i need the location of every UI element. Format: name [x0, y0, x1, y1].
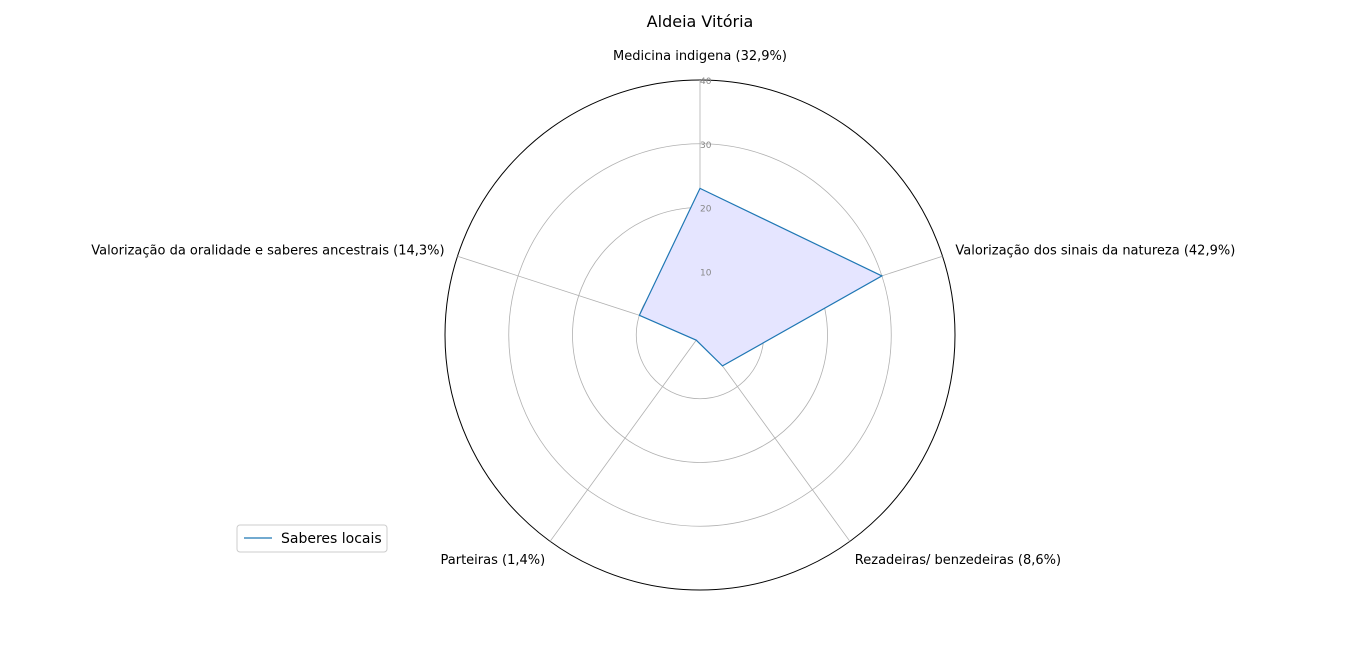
axis-spoke-2 [699, 334, 851, 542]
legend-entry-saberes-locais: Saberes locais [281, 531, 382, 547]
series-fill-0 [639, 188, 882, 366]
legend: Saberes locais [236, 524, 388, 553]
tick-labels: 10 20 30 40 [700, 77, 712, 278]
radial-tick-label-20: 20 [700, 205, 712, 215]
category-label-0: Medicina indigena (32,9%) [613, 49, 787, 64]
radial-tick-label-40: 40 [700, 77, 712, 87]
radial-tick-label-10: 10 [700, 268, 712, 278]
legend-box [236, 524, 388, 553]
category-label-4: Valorização da oralidade e saberes ances… [91, 243, 444, 258]
series-layer [638, 187, 884, 367]
chart-title: Aldeia Vitória [647, 12, 754, 31]
radial-tick-label-30: 30 [700, 141, 712, 151]
category-labels: Medicina indigena (32,9%) Valorização dos… [91, 49, 1235, 568]
category-label-3: Parteiras (1,4%) [441, 553, 546, 568]
category-label-1: Valorização dos sinais da natureza (42,9… [955, 243, 1235, 258]
series-line-0 [638, 187, 884, 367]
axis-spoke-3 [549, 334, 701, 542]
category-label-2: Rezadeiras/ benzedeiras (8,6%) [855, 553, 1061, 568]
